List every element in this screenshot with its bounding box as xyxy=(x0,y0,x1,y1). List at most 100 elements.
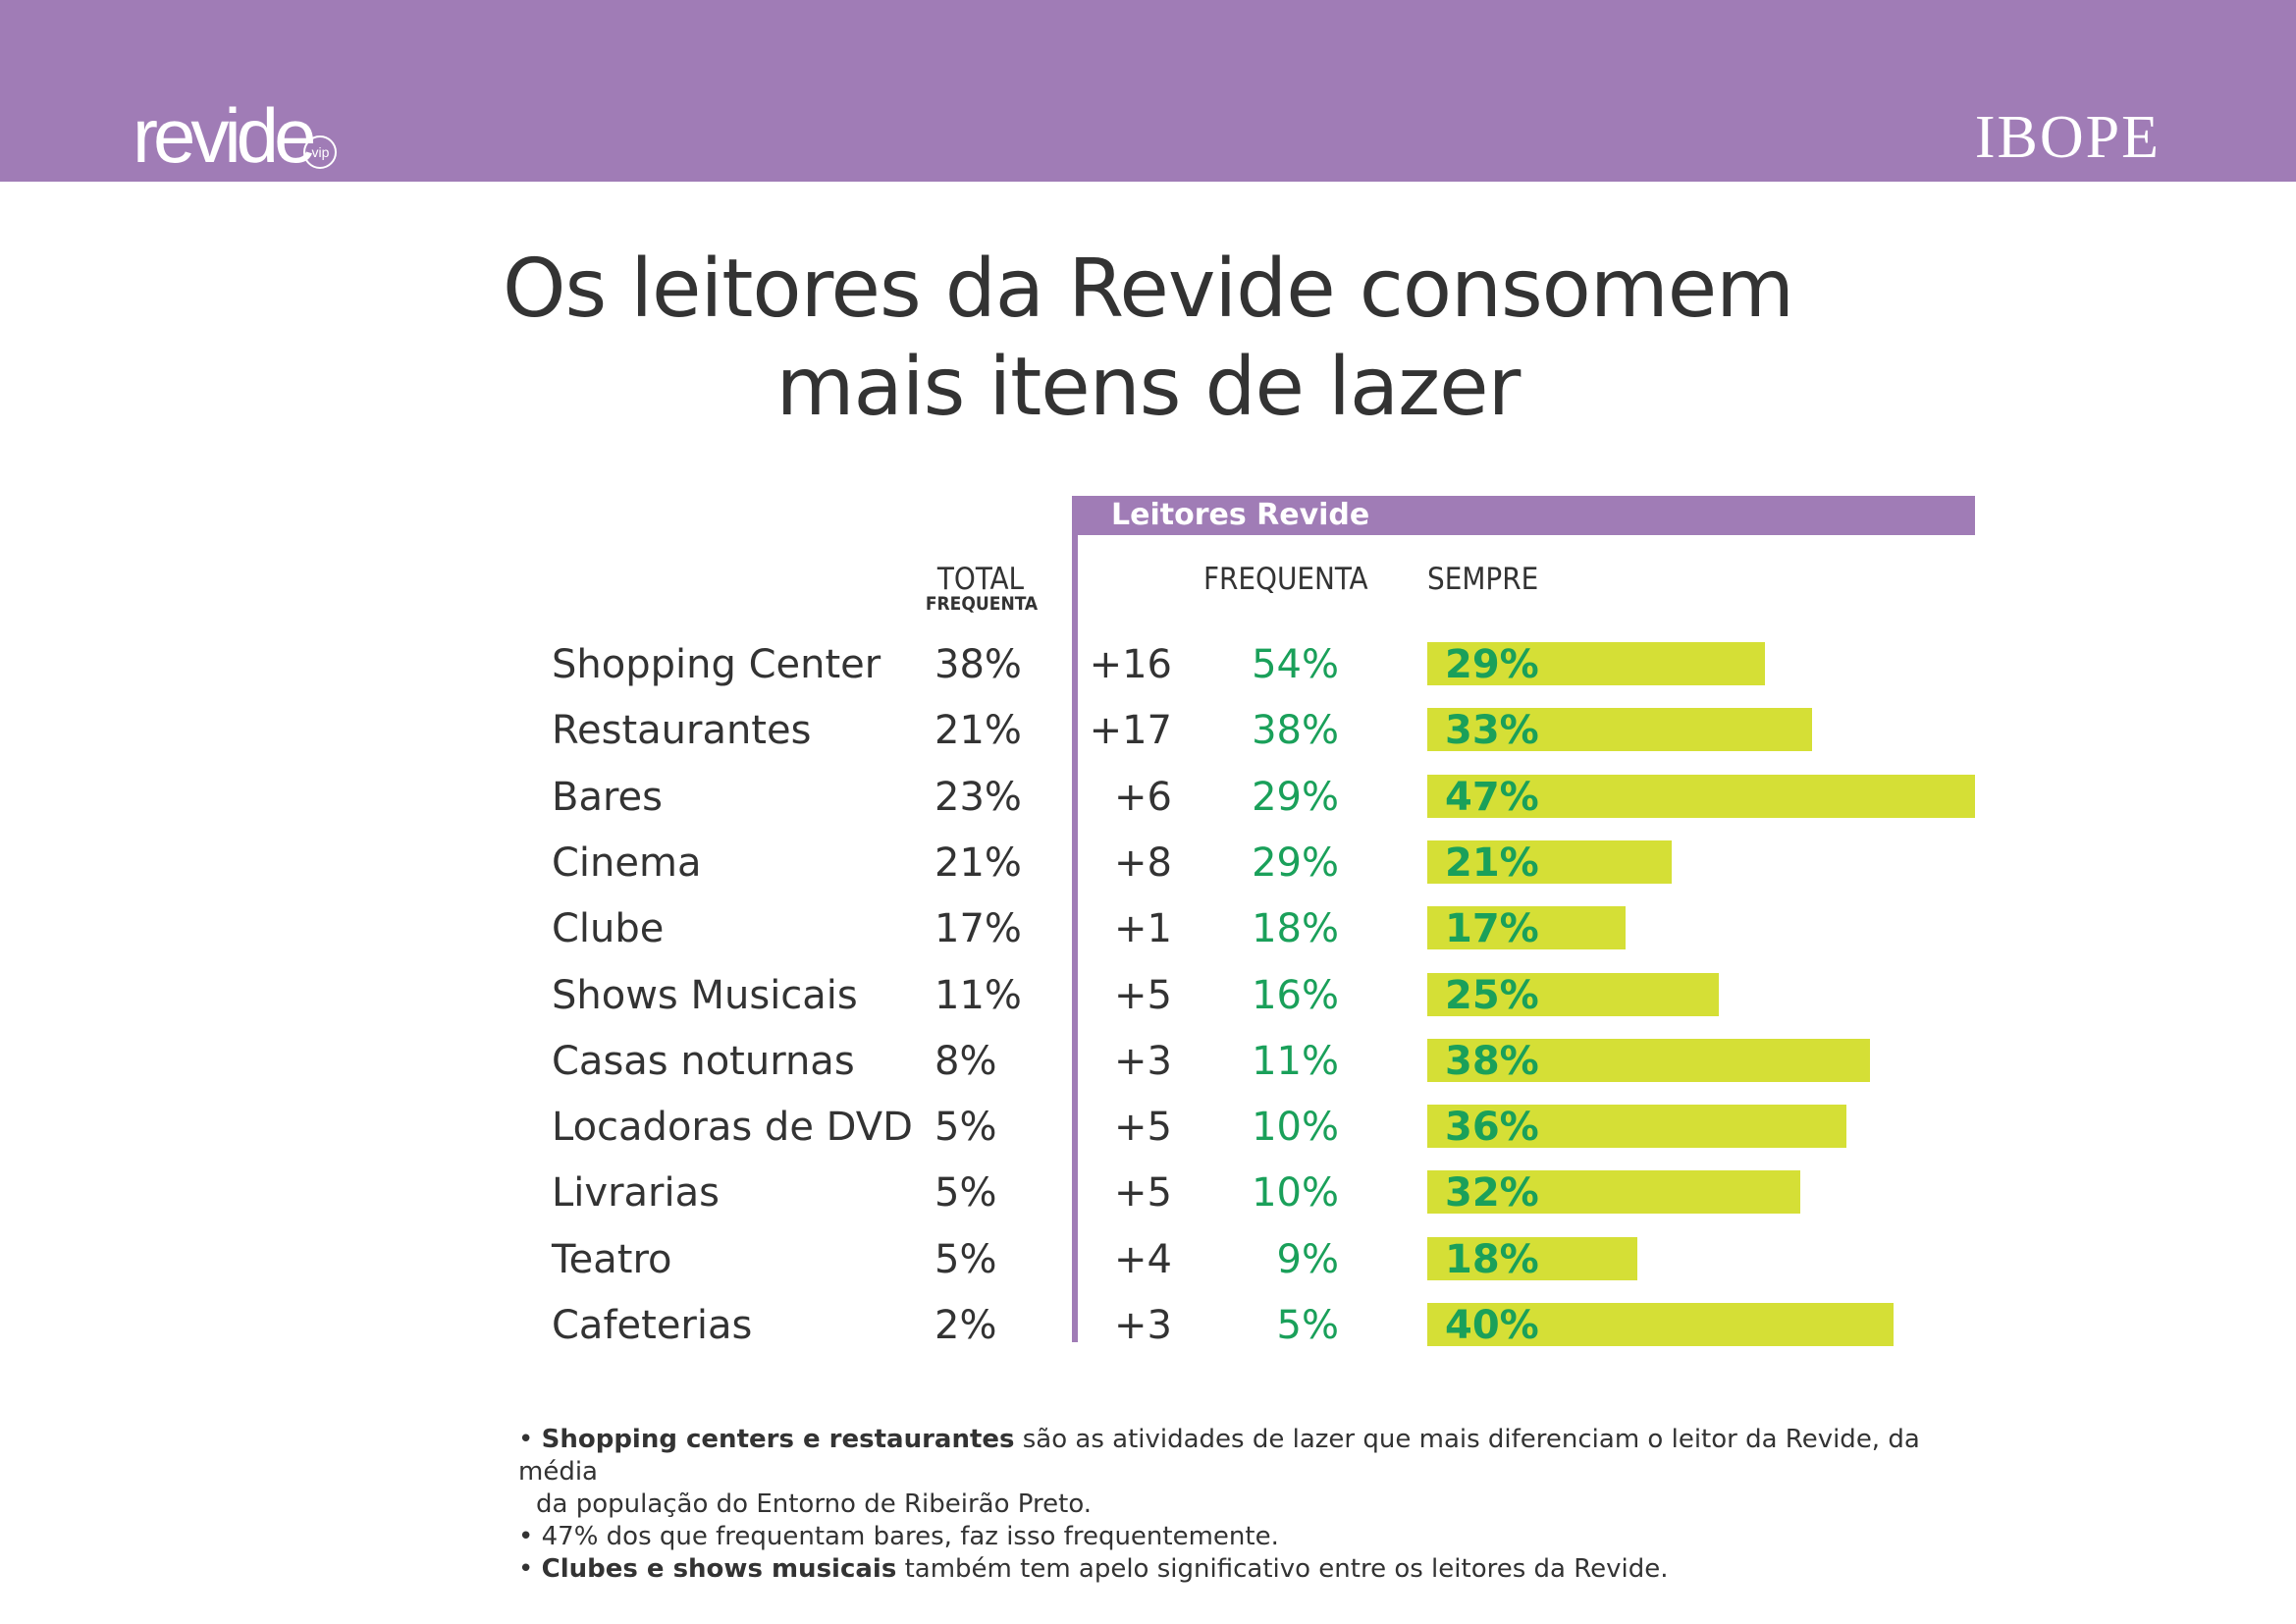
sempre-bar xyxy=(1427,839,1672,884)
col-header-total: TOTAL xyxy=(936,562,1025,597)
table-row: Casas noturnas 8% +3 11% 38% xyxy=(0,1037,2296,1086)
total-frequenta-value: 5% xyxy=(934,1105,997,1151)
revide-frequenta-value: 54% xyxy=(1252,642,1339,687)
difference-value: +1 xyxy=(1114,906,1172,952)
total-frequenta-value: 21% xyxy=(934,708,1022,754)
total-frequenta-value: 11% xyxy=(934,972,1022,1018)
difference-value: +5 xyxy=(1114,1170,1172,1217)
table-row: Shopping Center 38% +16 54% 29% xyxy=(0,640,2296,689)
table-row: Shows Musicais 11% +5 16% 25% xyxy=(0,971,2296,1020)
sempre-bar xyxy=(1427,1236,1637,1280)
total-frequenta-value: 38% xyxy=(934,642,1022,687)
sempre-bar-label: 40% xyxy=(1445,1303,1539,1348)
difference-value: +3 xyxy=(1114,1038,1172,1084)
revide-frequenta-value: 29% xyxy=(1252,839,1339,886)
row-label: Clube xyxy=(552,906,665,952)
sempre-bar-label: 47% xyxy=(1445,774,1539,820)
title-line-2: mais itens de lazer xyxy=(775,341,1522,434)
sempre-bar xyxy=(1427,972,1719,1016)
revide-frequenta-value: 16% xyxy=(1252,972,1339,1018)
difference-value: +5 xyxy=(1114,972,1172,1018)
revide-frequenta-value: 11% xyxy=(1252,1038,1339,1084)
sempre-bar-label: 38% xyxy=(1445,1038,1539,1084)
row-label: Restaurantes xyxy=(552,708,812,754)
sempre-bar-label: 21% xyxy=(1445,839,1539,886)
table-row: Restaurantes 21% +17 38% 33% xyxy=(0,706,2296,755)
header-band xyxy=(0,0,2296,182)
revide-frequenta-value: 18% xyxy=(1252,906,1339,952)
difference-value: +4 xyxy=(1114,1236,1172,1282)
sempre-bar xyxy=(1427,1170,1800,1215)
table-row: Bares 23% +6 29% 47% xyxy=(0,773,2296,822)
sempre-bar xyxy=(1427,708,1812,752)
row-label: Locadoras de DVD xyxy=(552,1105,913,1151)
footnotes: • Shopping centers e restaurantes são as… xyxy=(518,1424,1942,1586)
sempre-bar-label: 18% xyxy=(1445,1236,1539,1282)
row-label: Casas noturnas xyxy=(552,1038,855,1084)
group-header-band xyxy=(1076,496,1975,535)
footnote-1: • Shopping centers e restaurantes são as… xyxy=(518,1425,1920,1487)
sempre-bar-label: 32% xyxy=(1445,1170,1539,1217)
title-line-1: Os leitores da Revide consomem xyxy=(502,243,1794,336)
row-label: Shopping Center xyxy=(552,642,881,687)
sempre-bar-label: 17% xyxy=(1445,906,1539,952)
vip-badge: vip xyxy=(303,135,338,169)
total-frequenta-value: 5% xyxy=(934,1170,997,1217)
footnote-2-text: 47% dos que frequentam bares, faz isso f… xyxy=(541,1522,1279,1551)
table-row: Clube 17% +1 18% 17% xyxy=(0,904,2296,953)
difference-value: +17 xyxy=(1089,708,1172,754)
table-row: Teatro 5% +4 9% 18% xyxy=(0,1235,2296,1284)
revide-frequenta-value: 29% xyxy=(1252,774,1339,820)
table-row: Livrarias 5% +5 10% 32% xyxy=(0,1168,2296,1218)
footnote-2: • 47% dos que frequentam bares, faz isso… xyxy=(518,1522,1279,1551)
sempre-bar xyxy=(1427,1038,1870,1082)
revide-frequenta-value: 10% xyxy=(1252,1170,1339,1217)
revide-frequenta-value: 5% xyxy=(1276,1303,1339,1348)
footnote-3-rest: também tem apelo significativo entre os … xyxy=(896,1554,1669,1584)
total-frequenta-value: 23% xyxy=(934,774,1022,820)
revide-frequenta-value: 38% xyxy=(1252,708,1339,754)
footnote-3: • Clubes e shows musicais também tem ape… xyxy=(518,1554,1669,1584)
ibope-logo: IBOPE xyxy=(1974,104,2161,171)
difference-value: +8 xyxy=(1114,839,1172,886)
row-label: Cinema xyxy=(552,839,702,886)
footnote-1-rest: são as atividades de lazer que mais dife… xyxy=(518,1425,1920,1487)
col-header-sempre: SEMPRE xyxy=(1427,562,1539,597)
total-frequenta-value: 17% xyxy=(934,906,1022,952)
difference-value: +3 xyxy=(1114,1303,1172,1348)
sempre-bar-label: 33% xyxy=(1445,708,1539,754)
difference-value: +5 xyxy=(1114,1105,1172,1151)
row-label: Bares xyxy=(552,774,663,820)
table-row: Cinema 21% +8 29% 21% xyxy=(0,839,2296,888)
col-header-total-sub: FREQUENTA xyxy=(925,593,1039,615)
sempre-bar-label: 36% xyxy=(1445,1105,1539,1151)
row-label: Livrarias xyxy=(552,1170,720,1217)
sempre-bar xyxy=(1427,1303,1894,1346)
sempre-bar xyxy=(1427,774,1975,818)
table-row: Locadoras de DVD 5% +5 10% 36% xyxy=(0,1103,2296,1152)
sempre-bar-label: 29% xyxy=(1445,642,1539,687)
row-label: Shows Musicais xyxy=(552,972,858,1018)
row-label: Cafeterias xyxy=(552,1303,753,1348)
total-frequenta-value: 5% xyxy=(934,1236,997,1282)
col-header-frequenta: FREQUENTA xyxy=(1203,562,1368,597)
row-label: Teatro xyxy=(552,1236,672,1282)
table-row: Cafeterias 2% +3 5% 40% xyxy=(0,1301,2296,1350)
sempre-bar-label: 25% xyxy=(1445,972,1539,1018)
revide-frequenta-value: 9% xyxy=(1276,1236,1339,1282)
sempre-bar xyxy=(1427,1105,1846,1149)
difference-value: +6 xyxy=(1114,774,1172,820)
footnote-1-continued: da população do Entorno de Ribeirão Pret… xyxy=(536,1489,1093,1519)
sempre-bar xyxy=(1427,906,1626,950)
total-frequenta-value: 8% xyxy=(934,1038,997,1084)
total-frequenta-value: 2% xyxy=(934,1303,997,1348)
footnote-3-bold: Clubes e shows musicais xyxy=(541,1554,897,1584)
total-frequenta-value: 21% xyxy=(934,839,1022,886)
difference-value: +16 xyxy=(1089,642,1172,687)
footnote-1-bold: Shopping centers e restaurantes xyxy=(541,1425,1015,1454)
revide-frequenta-value: 10% xyxy=(1252,1105,1339,1151)
revide-logo-text: revide xyxy=(133,92,316,179)
page-title: Os leitores da Revide consomem mais iten… xyxy=(0,241,2296,437)
group-header-label: Leitores Revide xyxy=(1111,498,1370,532)
group-divider xyxy=(1072,496,1078,1342)
